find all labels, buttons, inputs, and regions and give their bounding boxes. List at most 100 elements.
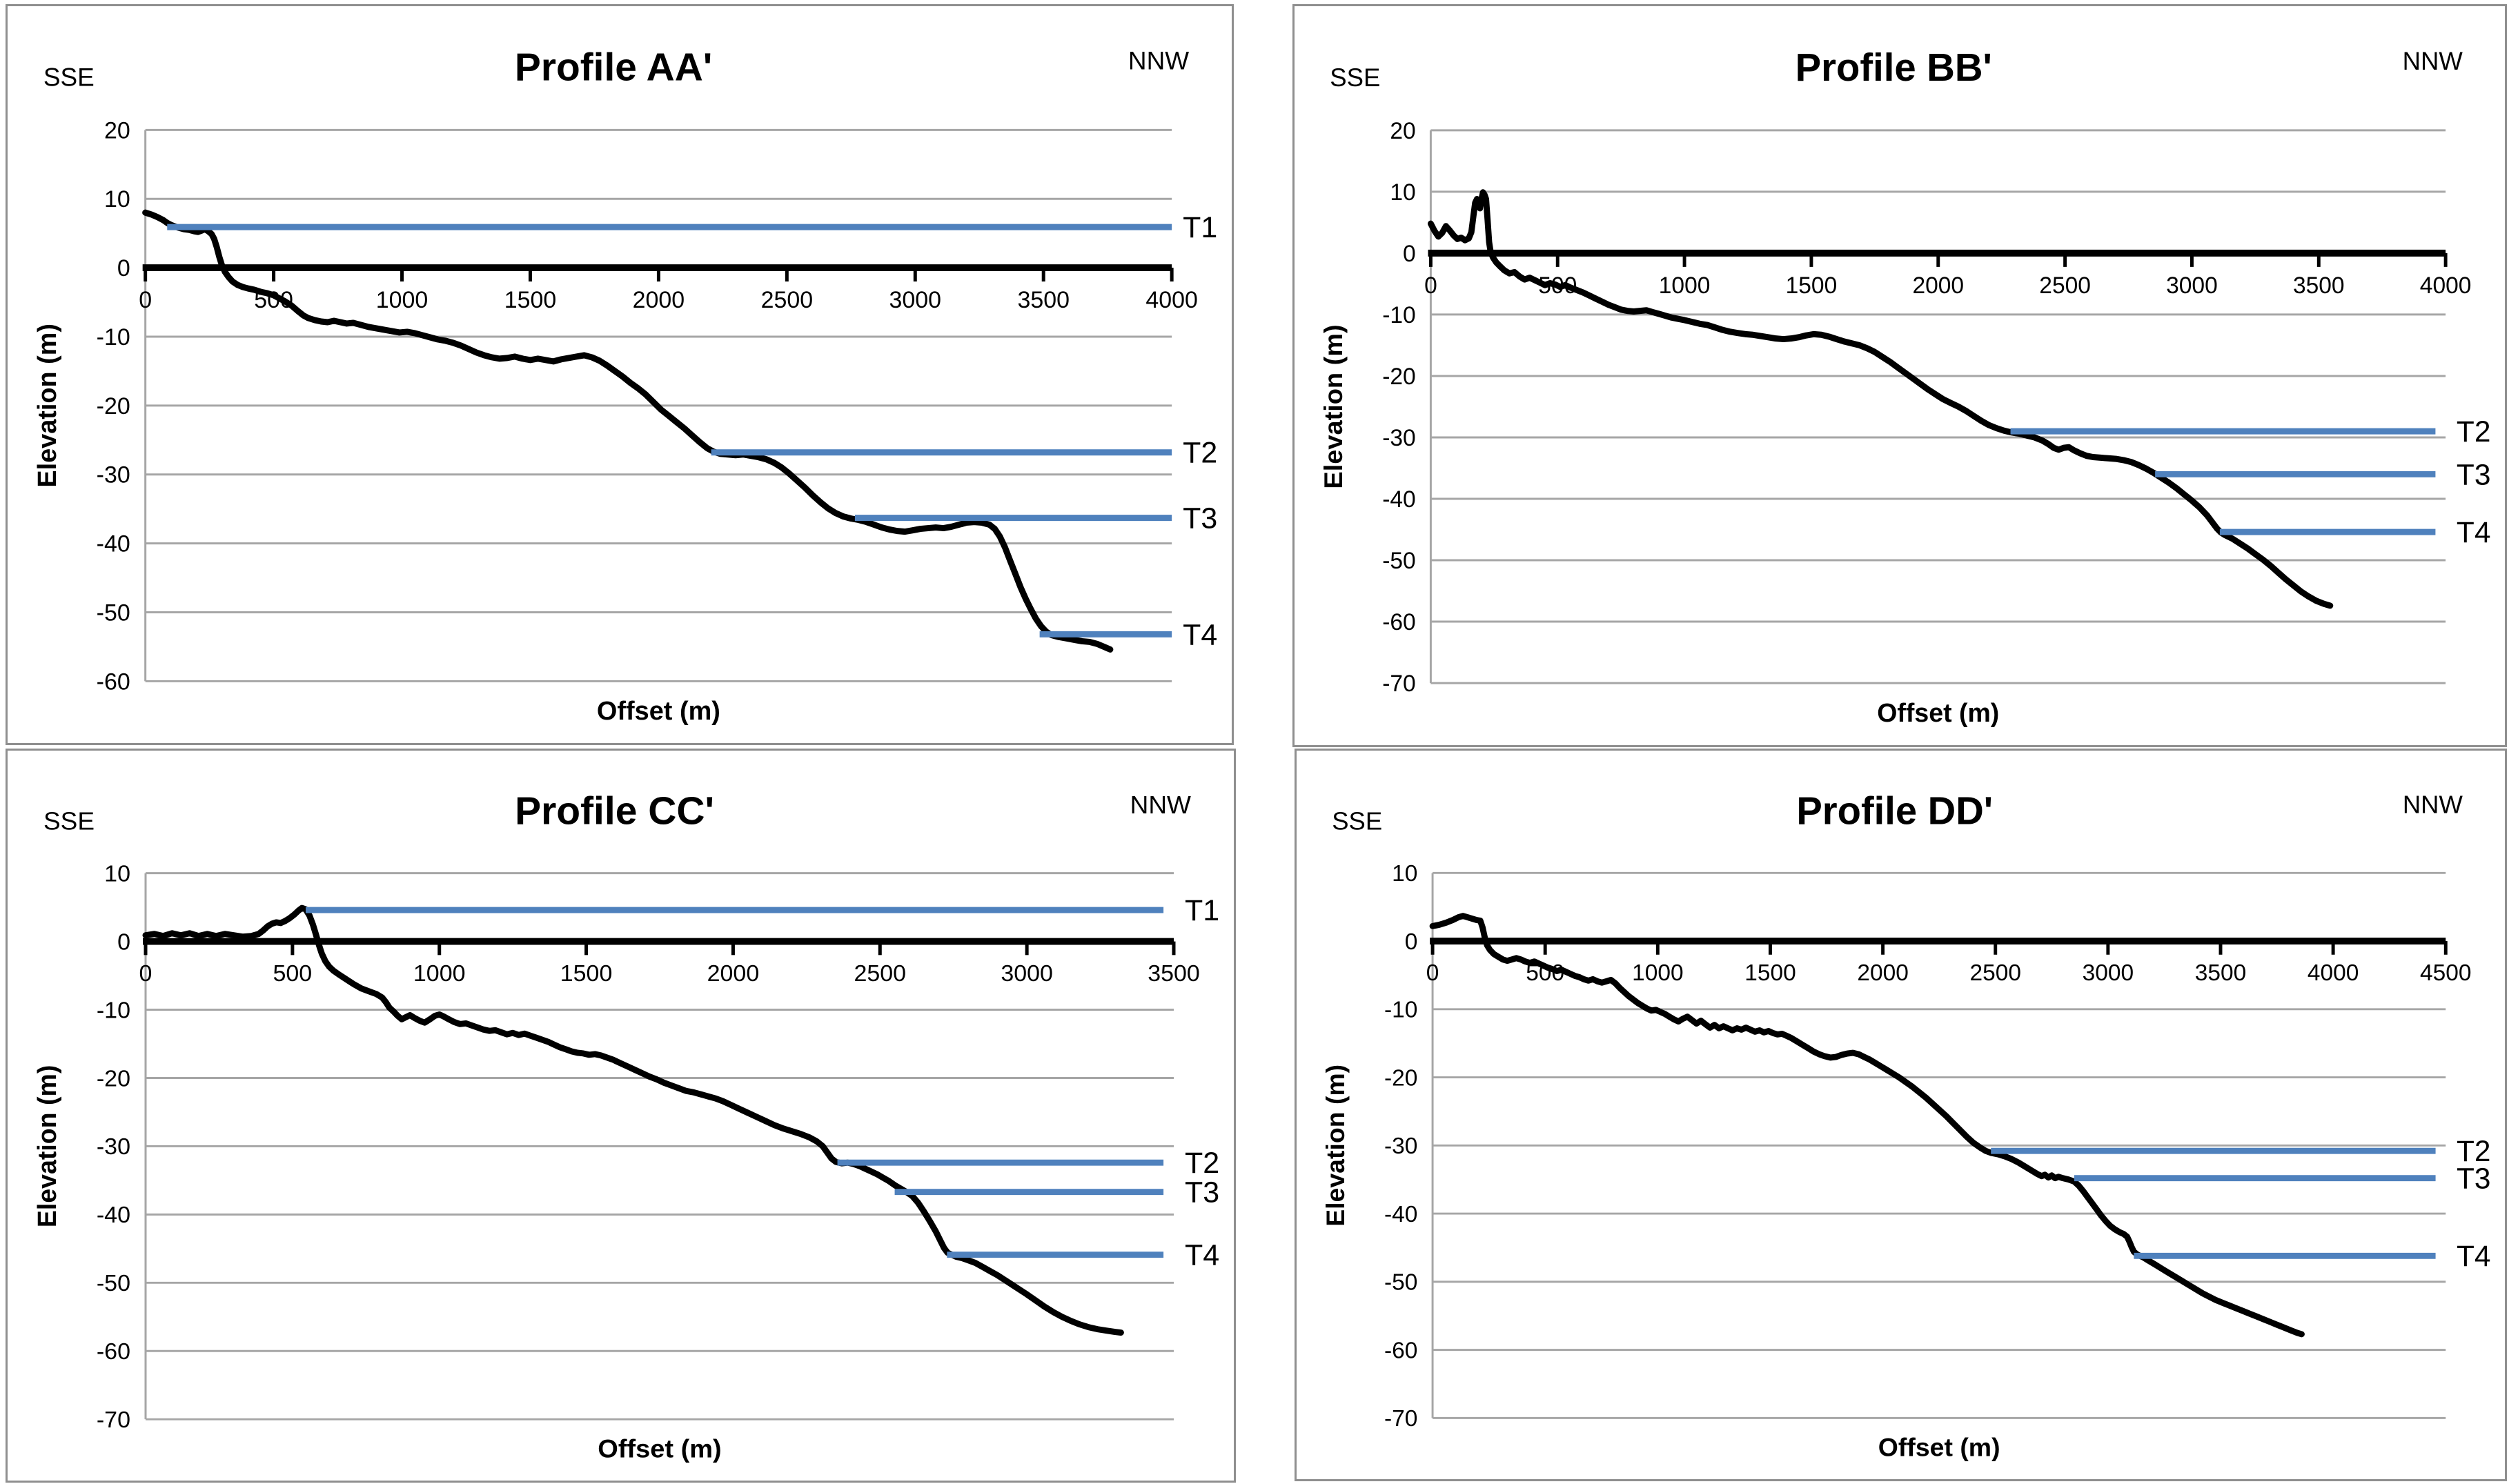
chart-title: Profile DD' [1796,789,1993,832]
chart-title: Profile AA' [515,46,712,90]
seafloor-profile-line [142,209,1114,653]
y-tick-label: -30 [1382,425,1415,451]
profile-chart-DD: 0 500 1000 1500 2000 2500 3000 3500 4000 4500100-… [1321,789,2491,1462]
terrace-label-T4: T4 [2457,516,2491,549]
direction-label-sse: SSE [43,807,95,835]
x-tick-label: 4000 [2308,960,2359,986]
x-tick-label: 3500 [1148,960,1200,987]
y-tick-label: -10 [97,324,130,350]
x-tick-label: 1500 [1744,960,1796,986]
x-tick-label: 1000 [413,960,466,987]
x-tick-label: 4000 [2420,273,2472,299]
y-tick-label: 10 [1390,179,1415,206]
y-tick-label: -40 [97,1202,130,1228]
x-axis-title: Offset (m) [1877,698,1999,727]
terrace-label-T4: T4 [1185,1239,1219,1272]
y-tick-label: -50 [1384,1270,1417,1296]
profile-chart-BB: 0 500 1000 1500 2000 2500 3000 3500 400020100-10… [1319,46,2491,727]
y-tick-label: -50 [97,1270,130,1296]
y-tick-label: 0 [117,929,130,956]
y-tick-label: -70 [97,1407,130,1433]
direction-label-sse: SSE [43,63,95,92]
terrace-label-T1: T1 [1185,894,1219,927]
y-tick-label: -30 [1384,1134,1417,1159]
terrace-label-T1: T1 [1183,211,1217,244]
x-tick-label: 2500 [854,960,906,987]
y-axis-title: Elevation (m) [1319,324,1348,488]
y-tick-label: 10 [104,861,130,887]
x-tick-label: 3000 [2166,273,2218,299]
x-tick-label: 3000 [889,287,941,313]
chart-title: Profile BB' [1795,46,1992,89]
y-tick-label: -20 [1382,364,1415,390]
x-tick-label: 0 [1424,273,1437,299]
y-tick-label: 0 [1403,241,1416,267]
y-tick-label: -10 [1382,302,1415,328]
x-axis-title: Offset (m) [597,697,720,726]
y-tick-label: -40 [1384,1202,1417,1227]
y-tick-label: -60 [1384,1338,1417,1363]
terrace-label-T4: T4 [1183,618,1217,651]
y-tick-label: -60 [97,1338,130,1365]
y-tick-label: -10 [97,998,130,1024]
terrace-label-T4: T4 [2457,1240,2490,1272]
y-tick-label: -30 [97,462,130,488]
y-tick-label: -30 [97,1134,130,1160]
y-tick-label: -60 [1382,609,1415,635]
x-tick-label: 0 [139,287,152,313]
seafloor-profile-line [1429,913,2305,1338]
x-tick-label: 3500 [1017,287,1069,313]
y-tick-label: -60 [97,669,130,695]
y-tick-label: -70 [1382,671,1415,697]
x-tick-label: 1000 [376,287,428,313]
profile-panel-bb: 0 500 1000 1500 2000 2500 3000 3500 4000 20 10 0 -10… [1292,4,2507,747]
x-tick-label: 1500 [504,287,556,313]
x-tick-label: 2500 [761,287,813,313]
y-tick-label: -50 [97,600,130,626]
terrace-label-T2: T2 [1185,1147,1219,1180]
direction-label-nnw: NNW [2403,47,2463,75]
x-tick-label: 1000 [1632,960,1684,986]
profile-panel-cc: 0 500 1000 1500 2000 2500 3000 3500 10 0 -10 -20 -30… [6,749,1236,1483]
profile-panel-dd: 0 500 1000 1500 2000 2500 3000 3500 4000 4500 10 0-… [1295,749,2507,1481]
direction-label-nnw: NNW [2403,791,2463,819]
x-tick-label: 1000 [1659,273,1711,299]
x-tick-label: 2000 [1912,273,1964,299]
terrace-label-T2: T2 [2457,415,2491,448]
x-tick-label: 1500 [560,960,613,987]
x-tick-label: 500 [273,960,313,987]
terrace-label-T3: T3 [2457,1163,2490,1195]
y-tick-label: 20 [1390,118,1415,144]
y-tick-label: -40 [1382,486,1415,513]
y-tick-label: 10 [1392,861,1417,887]
x-axis-title: Offset (m) [1878,1433,2000,1462]
x-tick-label: 2500 [2039,273,2091,299]
terrace-label-T2: T2 [1183,437,1217,470]
y-axis-title: Elevation (m) [33,324,62,488]
y-tick-label: -40 [97,531,130,557]
direction-label-nnw: NNW [1128,47,1189,75]
x-tick-label: 0 [139,960,152,987]
x-tick-label: 3000 [1001,960,1053,987]
profile-chart-AA: 0 500 1000 1500 2000 2500 3000 3500 400020100-10… [33,46,1217,726]
x-tick-label: 2000 [707,960,760,987]
profile-chart-CC: 0 500 1000 1500 2000 2500 3000 3500 10 0 -10 -20 -30… [32,789,1219,1463]
terrace-label-T3: T3 [2457,458,2491,491]
y-axis-title: Elevation (m) [1321,1065,1350,1227]
x-tick-label: 4000 [1145,287,1197,313]
y-tick-label: -20 [97,393,130,419]
direction-label-nnw: NNW [1130,791,1192,819]
chart-title: Profile CC' [515,789,714,833]
y-tick-label: 0 [117,255,130,281]
y-tick-label: -50 [1382,548,1415,574]
y-tick-label: -70 [1384,1406,1417,1432]
terrace-label-T3: T3 [1183,502,1217,535]
y-tick-label: 10 [104,186,130,212]
x-tick-label: 4500 [2420,960,2472,986]
x-tick-label: 3500 [2195,960,2247,986]
x-tick-label: 2000 [633,287,685,313]
y-tick-label: 20 [104,117,130,144]
seafloor-profile-line [142,904,1124,1336]
profile-panel-aa: 0 500 1000 1500 2000 2500 3000 3500 4000 20 10 0 -10… [6,4,1234,745]
